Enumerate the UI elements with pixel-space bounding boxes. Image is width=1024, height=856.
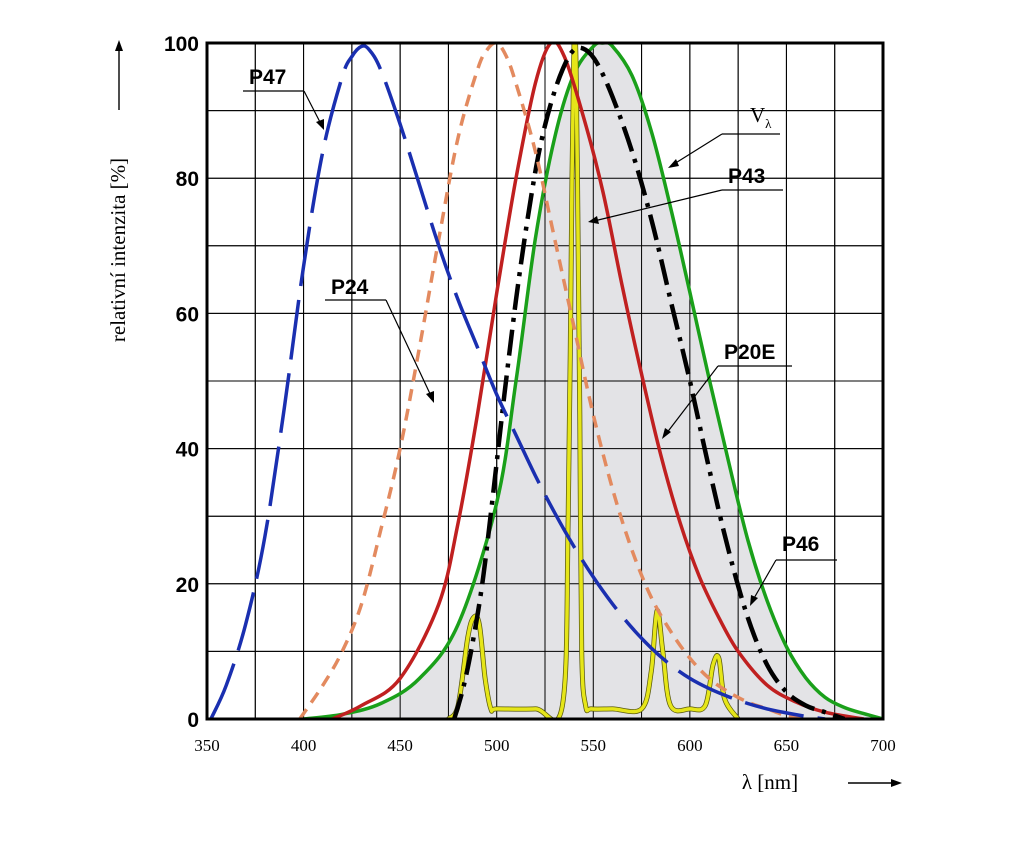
svg-text:P47: P47 [249, 66, 286, 89]
x-tick-label: 350 [194, 736, 220, 755]
x-tick-label: 400 [291, 736, 317, 755]
y-tick-label: 20 [176, 574, 199, 597]
plot-grid-overlay [207, 43, 883, 719]
label-p20e: P20E [662, 341, 792, 439]
series-layer [207, 43, 883, 719]
x-tick-label: 700 [870, 736, 896, 755]
svg-text:P24: P24 [331, 276, 369, 299]
x-axis-title: λ [nm] [742, 770, 798, 794]
label-v-lambda: Vλ [668, 103, 780, 168]
svg-text:P20E: P20E [724, 341, 775, 364]
x-tick-label: 650 [774, 736, 800, 755]
tick-labels: 0 20 40 60 80 100 350 400 450 500 550 600 650 700 [164, 33, 896, 755]
series-p46 [452, 45, 846, 719]
label-p43: P43 [588, 165, 783, 224]
label-p47: P47 [243, 66, 324, 130]
x-tick-label: 550 [581, 736, 607, 755]
x-tick-label: 600 [677, 736, 703, 755]
series-p20e [331, 43, 864, 719]
series-p24 [298, 43, 807, 719]
y-tick-label: 40 [176, 439, 199, 462]
label-p46: P46 [750, 533, 837, 606]
y-axis-title: relativní intenzita [%] [106, 158, 130, 342]
svg-text:Vλ: Vλ [750, 103, 772, 131]
series-v-lambda [303, 43, 883, 719]
x-axis-arrowhead [891, 779, 902, 787]
label-p24: P24 [325, 276, 434, 403]
y-tick-label: 100 [164, 33, 199, 56]
y-tick-label: 0 [187, 709, 199, 732]
series-p47 [209, 44, 826, 719]
y-tick-label: 80 [176, 168, 199, 191]
y-axis-arrowhead [115, 40, 123, 51]
svg-text:P43: P43 [728, 165, 765, 188]
y-tick-label: 60 [176, 303, 199, 326]
x-tick-label: 500 [484, 736, 510, 755]
plot-frame [205, 41, 885, 721]
svg-text:P46: P46 [782, 533, 819, 556]
x-tick-label: 450 [387, 736, 413, 755]
series-p43 [446, 43, 740, 719]
